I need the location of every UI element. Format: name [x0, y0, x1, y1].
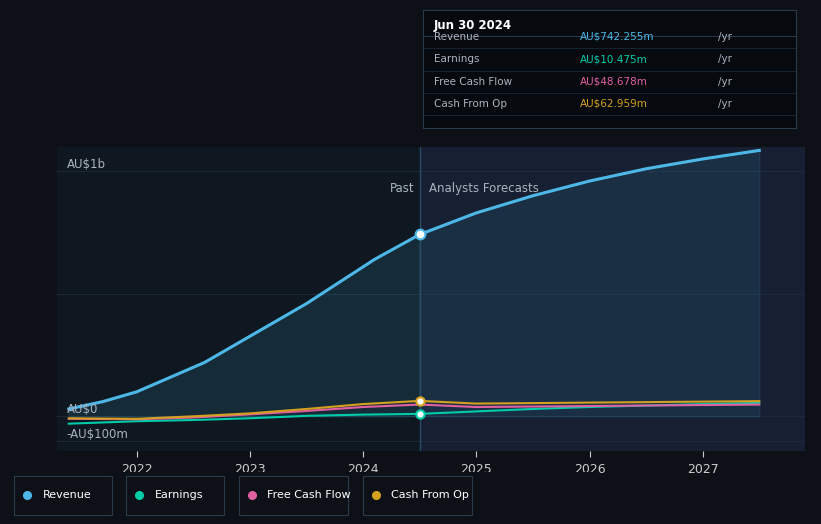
Text: Earnings: Earnings — [434, 54, 479, 64]
Text: AU$62.959m: AU$62.959m — [580, 99, 648, 109]
Text: Past: Past — [389, 182, 414, 195]
Text: AU$10.475m: AU$10.475m — [580, 54, 648, 64]
Text: Revenue: Revenue — [43, 490, 91, 500]
Text: Revenue: Revenue — [434, 31, 479, 42]
Bar — [420, 147, 805, 451]
Text: /yr: /yr — [718, 31, 732, 42]
Text: Earnings: Earnings — [155, 490, 204, 500]
Text: AU$742.255m: AU$742.255m — [580, 31, 654, 42]
Text: /yr: /yr — [718, 77, 732, 86]
Text: Jun 30 2024: Jun 30 2024 — [434, 19, 512, 32]
Text: /yr: /yr — [718, 54, 732, 64]
Bar — [57, 147, 420, 451]
Text: -AU$100m: -AU$100m — [67, 428, 128, 441]
Text: Free Cash Flow: Free Cash Flow — [434, 77, 512, 86]
Text: AU$1b: AU$1b — [67, 158, 106, 171]
Text: AU$48.678m: AU$48.678m — [580, 77, 648, 86]
Text: Free Cash Flow: Free Cash Flow — [267, 490, 351, 500]
Text: AU$0: AU$0 — [67, 403, 98, 417]
Text: Cash From Op: Cash From Op — [434, 99, 507, 109]
Text: Cash From Op: Cash From Op — [392, 490, 469, 500]
Text: Analysts Forecasts: Analysts Forecasts — [429, 182, 539, 195]
Text: /yr: /yr — [718, 99, 732, 109]
